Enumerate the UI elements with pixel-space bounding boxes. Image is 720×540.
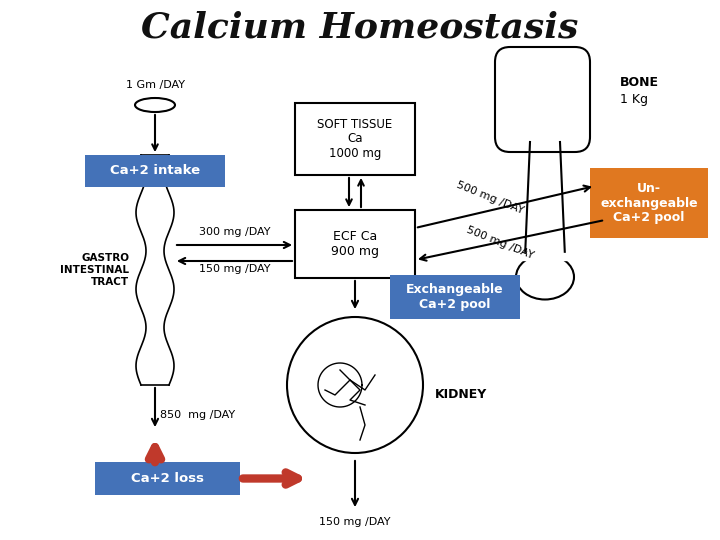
Text: 150 mg /DAY: 150 mg /DAY: [319, 517, 391, 527]
FancyBboxPatch shape: [512, 64, 573, 135]
Bar: [95, 462, 240, 495]
Bar: [390, 275, 520, 319]
Bar: [85, 155, 225, 187]
FancyBboxPatch shape: [495, 47, 590, 152]
Text: 500 mg /DAY: 500 mg /DAY: [455, 180, 525, 216]
Bar: [590, 168, 708, 238]
Text: GASTRO
INTESTINAL
TRACT: GASTRO INTESTINAL TRACT: [60, 253, 129, 287]
Text: ECF Ca
900 mg: ECF Ca 900 mg: [331, 230, 379, 258]
Text: Un-
exchangeable
Ca+2 pool: Un- exchangeable Ca+2 pool: [600, 181, 698, 225]
Text: 1 Gm /DAY: 1 Gm /DAY: [125, 80, 184, 90]
Bar: [295, 103, 415, 175]
Text: KIDNEY: KIDNEY: [435, 388, 487, 402]
Text: 1 Kg: 1 Kg: [620, 93, 648, 106]
Text: Exchangeable
Ca+2 pool: Exchangeable Ca+2 pool: [406, 283, 504, 311]
Text: BONE: BONE: [620, 76, 659, 89]
Text: 150 mg /DAY: 150 mg /DAY: [199, 264, 270, 274]
Circle shape: [287, 317, 423, 453]
Text: 500 mg /DAY: 500 mg /DAY: [465, 225, 535, 261]
Text: Ca+2 loss: Ca+2 loss: [131, 472, 204, 485]
Text: Ca+2 intake: Ca+2 intake: [110, 165, 200, 178]
Ellipse shape: [516, 254, 574, 300]
Text: SOFT TISSUE
Ca
1000 mg: SOFT TISSUE Ca 1000 mg: [318, 118, 392, 160]
Ellipse shape: [135, 98, 175, 112]
Text: 850  mg /DAY: 850 mg /DAY: [160, 410, 235, 420]
Text: Calcium Homeostasis: Calcium Homeostasis: [141, 11, 579, 45]
Bar: [295, 210, 415, 278]
Text: 300 mg /DAY: 300 mg /DAY: [199, 227, 270, 237]
